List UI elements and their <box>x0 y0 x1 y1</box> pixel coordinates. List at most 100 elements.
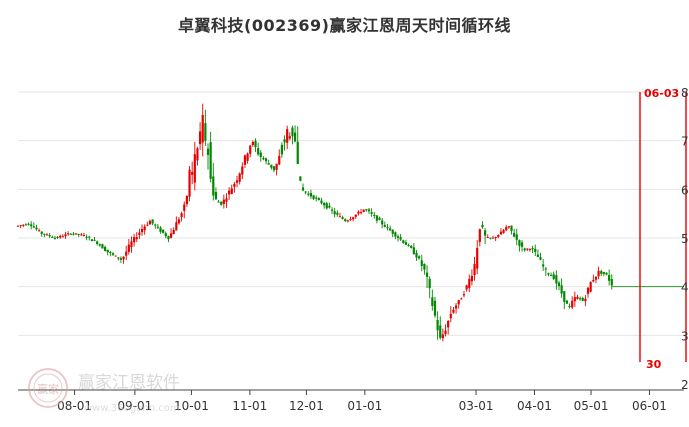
candle-body <box>597 270 600 277</box>
candle-body <box>138 232 141 235</box>
candle-body <box>22 224 25 226</box>
candle-body <box>370 212 373 214</box>
candle <box>462 290 466 298</box>
candle <box>40 231 43 237</box>
x-tick-label: 05-01 <box>574 399 609 413</box>
candle-body <box>539 257 542 260</box>
candle-body <box>452 309 455 313</box>
candle-body <box>167 235 170 240</box>
candle <box>536 249 539 258</box>
candle <box>151 219 154 226</box>
candle-body <box>278 155 281 165</box>
candle-body <box>486 236 489 238</box>
candle <box>589 281 592 293</box>
candle <box>383 221 386 228</box>
y-tick-label: 6 <box>681 183 689 197</box>
candle <box>88 235 91 241</box>
candle-body <box>125 251 128 256</box>
candle <box>391 229 394 238</box>
candle-body <box>51 236 54 238</box>
candle <box>568 303 571 309</box>
candle-body <box>201 114 204 143</box>
candle-body <box>581 298 584 301</box>
candle <box>72 231 75 236</box>
candle <box>370 208 373 217</box>
candle <box>59 234 62 239</box>
candle <box>608 269 611 286</box>
candle <box>534 244 537 257</box>
candle <box>491 235 495 239</box>
candle <box>222 194 225 209</box>
candle <box>494 236 497 242</box>
candle-body <box>354 214 357 217</box>
candle <box>138 228 141 240</box>
candle <box>420 254 423 272</box>
candle-body <box>135 237 138 240</box>
candle-body <box>433 300 437 316</box>
candle <box>307 191 310 197</box>
candle-body <box>196 148 199 161</box>
candle <box>51 235 54 238</box>
candle-body <box>420 260 423 266</box>
candle <box>264 157 268 165</box>
candle <box>198 122 202 150</box>
candle <box>352 216 355 222</box>
candle <box>344 218 347 222</box>
candle <box>259 150 262 162</box>
candle-body <box>407 245 410 247</box>
candle-body <box>164 233 167 237</box>
candle <box>513 228 516 238</box>
candle-body <box>346 220 349 222</box>
candle <box>425 265 429 289</box>
candle-body <box>608 275 611 281</box>
x-tick-label: 03-01 <box>459 399 494 413</box>
candle <box>367 207 371 214</box>
candle-body <box>544 268 547 270</box>
candle <box>402 239 405 244</box>
candle-body <box>280 144 283 155</box>
candle-body <box>275 163 278 170</box>
candle-body <box>283 139 286 143</box>
overlay-layer: 06-03 30 <box>611 87 687 371</box>
candle-body <box>106 249 109 253</box>
candle <box>262 156 265 161</box>
candle-body <box>262 158 265 160</box>
candle <box>542 259 545 271</box>
candle <box>140 224 144 236</box>
candle <box>286 125 289 150</box>
candle-body <box>117 257 120 259</box>
candle-body <box>394 232 397 237</box>
candle-body <box>378 217 381 220</box>
candle <box>547 272 550 277</box>
candle <box>111 252 115 256</box>
candle <box>441 328 444 342</box>
candle <box>191 161 194 185</box>
candle <box>127 238 130 255</box>
candle <box>177 217 181 225</box>
candle-body <box>576 296 579 300</box>
candle <box>544 266 547 276</box>
candle-body <box>93 239 96 241</box>
candle-body <box>230 188 233 194</box>
candle <box>309 189 313 199</box>
candle-body <box>341 217 344 219</box>
candle <box>357 210 360 216</box>
candle <box>381 217 384 229</box>
candle-body <box>465 285 468 290</box>
candle-body <box>431 297 434 306</box>
candle-body <box>600 271 603 274</box>
candle <box>341 215 344 220</box>
candle <box>119 256 123 263</box>
candle-body <box>72 233 75 235</box>
candle <box>552 271 555 280</box>
candle-body <box>373 214 376 216</box>
candle-body <box>494 237 497 239</box>
candle-body <box>119 258 123 260</box>
candle-body <box>333 211 336 215</box>
candle-body <box>381 220 384 225</box>
candle-body <box>19 225 22 227</box>
axis-layer: 2 3 4 5 6 7 8 08-01 09-01 10-01 11-01 12-01 01-01 03-… <box>18 86 689 413</box>
candle-body <box>323 203 326 206</box>
x-tick-label: 06-01 <box>632 399 667 413</box>
candle-body <box>359 212 363 214</box>
